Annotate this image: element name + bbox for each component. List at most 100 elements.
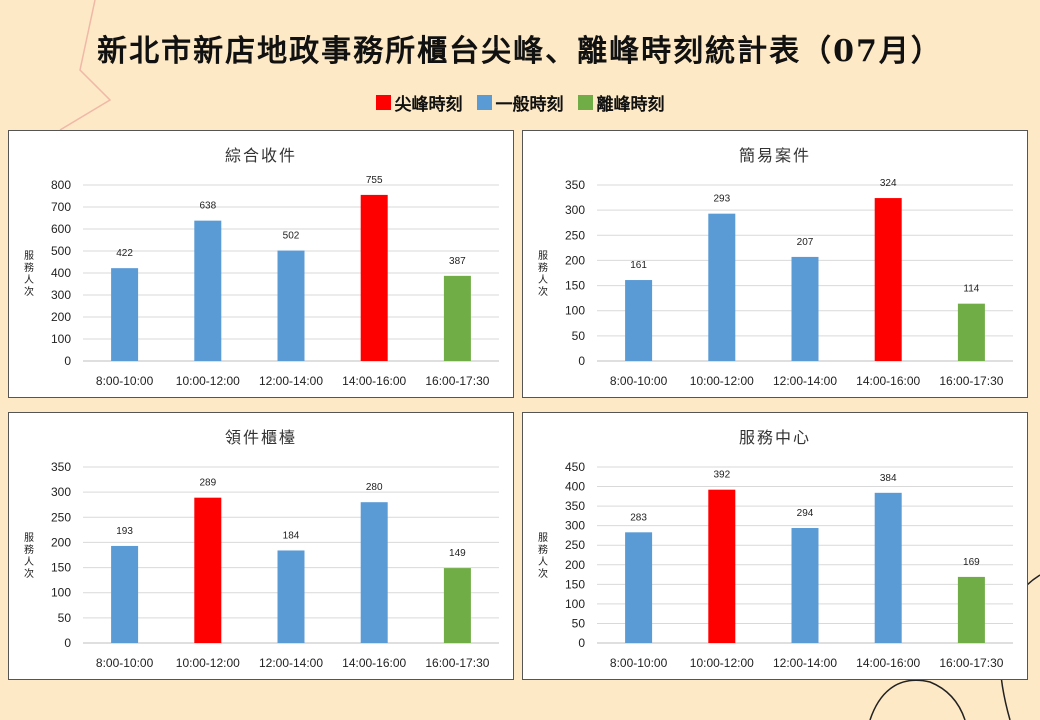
legend-item-offpeak: 離峰時刻 [577, 90, 665, 115]
bar [443, 568, 471, 643]
x-tick-label: 10:00-12:00 [176, 374, 240, 388]
x-tick-label: 12:00-14:00 [259, 374, 323, 388]
y-tick-label: 600 [51, 222, 71, 236]
x-tick-label: 8:00-10:00 [96, 656, 154, 670]
bar-chart-service-center: 服務中心 0 50 100 150 200 250 300 350 400 450 服務人次 283 8:… [538, 428, 1013, 670]
y-tick-label: 250 [565, 228, 585, 242]
data-label: 384 [880, 473, 897, 484]
legend-swatch-peak [375, 95, 391, 110]
bar [874, 198, 902, 361]
y-tick-label: 0 [64, 636, 71, 650]
chart-title: 領件櫃檯 [225, 428, 297, 447]
data-label: 293 [713, 194, 730, 205]
x-tick-label: 14:00-16:00 [342, 656, 406, 670]
x-tick-label: 10:00-12:00 [690, 656, 754, 670]
y-axis-label: 服務人次 [538, 532, 548, 580]
y-tick-label: 150 [51, 561, 71, 575]
chart-title: 服務中心 [739, 428, 811, 447]
bar-chart-pickup-counter: 領件櫃檯 0 50 100 150 200 250 300 350 服務人次 193 8:00-10:… [24, 428, 499, 670]
x-tick-label: 8:00-10:00 [610, 656, 668, 670]
data-label: 169 [963, 557, 980, 568]
bar [791, 256, 819, 361]
bar [625, 280, 653, 361]
x-tick-label: 10:00-12:00 [690, 374, 754, 388]
data-label: 387 [449, 256, 466, 267]
y-tick-label: 250 [51, 510, 71, 524]
x-tick-label: 10:00-12:00 [176, 656, 240, 670]
data-label: 294 [797, 508, 814, 519]
y-tick-label: 300 [51, 485, 71, 499]
bar [874, 492, 902, 643]
y-tick-label: 150 [565, 577, 585, 591]
bar [194, 497, 222, 643]
y-tick-label: 50 [572, 616, 586, 630]
legend-item-normal: 一般時刻 [476, 90, 564, 115]
data-label: 280 [366, 482, 383, 493]
y-tick-label: 100 [51, 332, 71, 346]
chart-panel-pickup-counter: 領件櫃檯 0 50 100 150 200 250 300 350 服務人次 193 8:00-10:… [8, 412, 514, 680]
data-label: 392 [713, 470, 730, 481]
y-tick-label: 400 [565, 480, 585, 494]
bar [791, 528, 819, 643]
bar [194, 220, 222, 361]
bar [625, 532, 653, 643]
chart-panel-simple-cases: 簡易案件 0 50 100 150 200 250 300 350 服務人次 161 8:00-10:… [522, 130, 1028, 398]
y-tick-label: 300 [565, 203, 585, 217]
x-tick-label: 12:00-14:00 [773, 656, 837, 670]
legend-label-peak: 尖峰時刻 [394, 95, 463, 115]
y-tick-label: 350 [565, 178, 585, 192]
y-tick-label: 350 [51, 460, 71, 474]
x-tick-label: 12:00-14:00 [773, 374, 837, 388]
x-tick-label: 12:00-14:00 [259, 656, 323, 670]
x-tick-label: 14:00-16:00 [856, 656, 920, 670]
data-label: 193 [116, 526, 133, 537]
data-label: 324 [880, 178, 897, 189]
y-tick-label: 200 [565, 558, 585, 572]
bar-chart-simple-cases: 簡易案件 0 50 100 150 200 250 300 350 服務人次 161 8:00-10:… [538, 146, 1013, 388]
bar [957, 303, 985, 361]
bar [277, 550, 305, 643]
bar [360, 194, 388, 361]
legend-swatch-normal [476, 95, 492, 110]
data-label: 161 [630, 260, 647, 271]
bar [111, 268, 139, 361]
data-label: 755 [366, 175, 383, 186]
y-tick-label: 450 [565, 460, 585, 474]
chart-panel-combined-intake: 綜合收件 0 100 200 300 400 500 600 700 800 服務人次 422 8:00… [8, 130, 514, 398]
y-tick-label: 100 [565, 597, 585, 611]
y-tick-label: 0 [64, 354, 71, 368]
y-tick-label: 200 [51, 535, 71, 549]
y-tick-label: 50 [58, 611, 72, 625]
bar [957, 576, 985, 643]
data-label: 207 [797, 237, 814, 248]
y-axis-label: 服務人次 [24, 250, 34, 298]
y-tick-label: 400 [51, 266, 71, 280]
x-tick-label: 16:00-17:30 [425, 374, 489, 388]
page-title: 新北市新店地政事務所櫃台尖峰、離峰時刻統計表（07月） [97, 34, 943, 69]
y-tick-label: 300 [51, 288, 71, 302]
bar [708, 213, 736, 361]
data-label: 184 [283, 530, 300, 541]
bar [277, 250, 305, 361]
y-tick-label: 500 [51, 244, 71, 258]
legend-label-offpeak: 離峰時刻 [596, 95, 665, 115]
y-axis-label: 服務人次 [24, 532, 34, 580]
data-label: 149 [449, 548, 466, 559]
data-label: 638 [199, 201, 216, 212]
x-tick-label: 16:00-17:30 [939, 374, 1003, 388]
chart-panel-service-center: 服務中心 0 50 100 150 200 250 300 350 400 450 服務人次 283 8:… [522, 412, 1028, 680]
y-tick-label: 250 [565, 538, 585, 552]
y-tick-label: 700 [51, 200, 71, 214]
data-label: 283 [630, 512, 647, 523]
y-tick-label: 0 [578, 636, 585, 650]
y-tick-label: 100 [565, 304, 585, 318]
data-label: 114 [963, 284, 979, 295]
y-tick-label: 800 [51, 178, 71, 192]
x-tick-label: 14:00-16:00 [856, 374, 920, 388]
x-tick-label: 16:00-17:30 [939, 656, 1003, 670]
y-tick-label: 0 [578, 354, 585, 368]
legend-swatch-offpeak [577, 95, 593, 110]
x-tick-label: 14:00-16:00 [342, 374, 406, 388]
y-tick-label: 100 [51, 586, 71, 600]
y-axis-label: 服務人次 [538, 250, 548, 298]
